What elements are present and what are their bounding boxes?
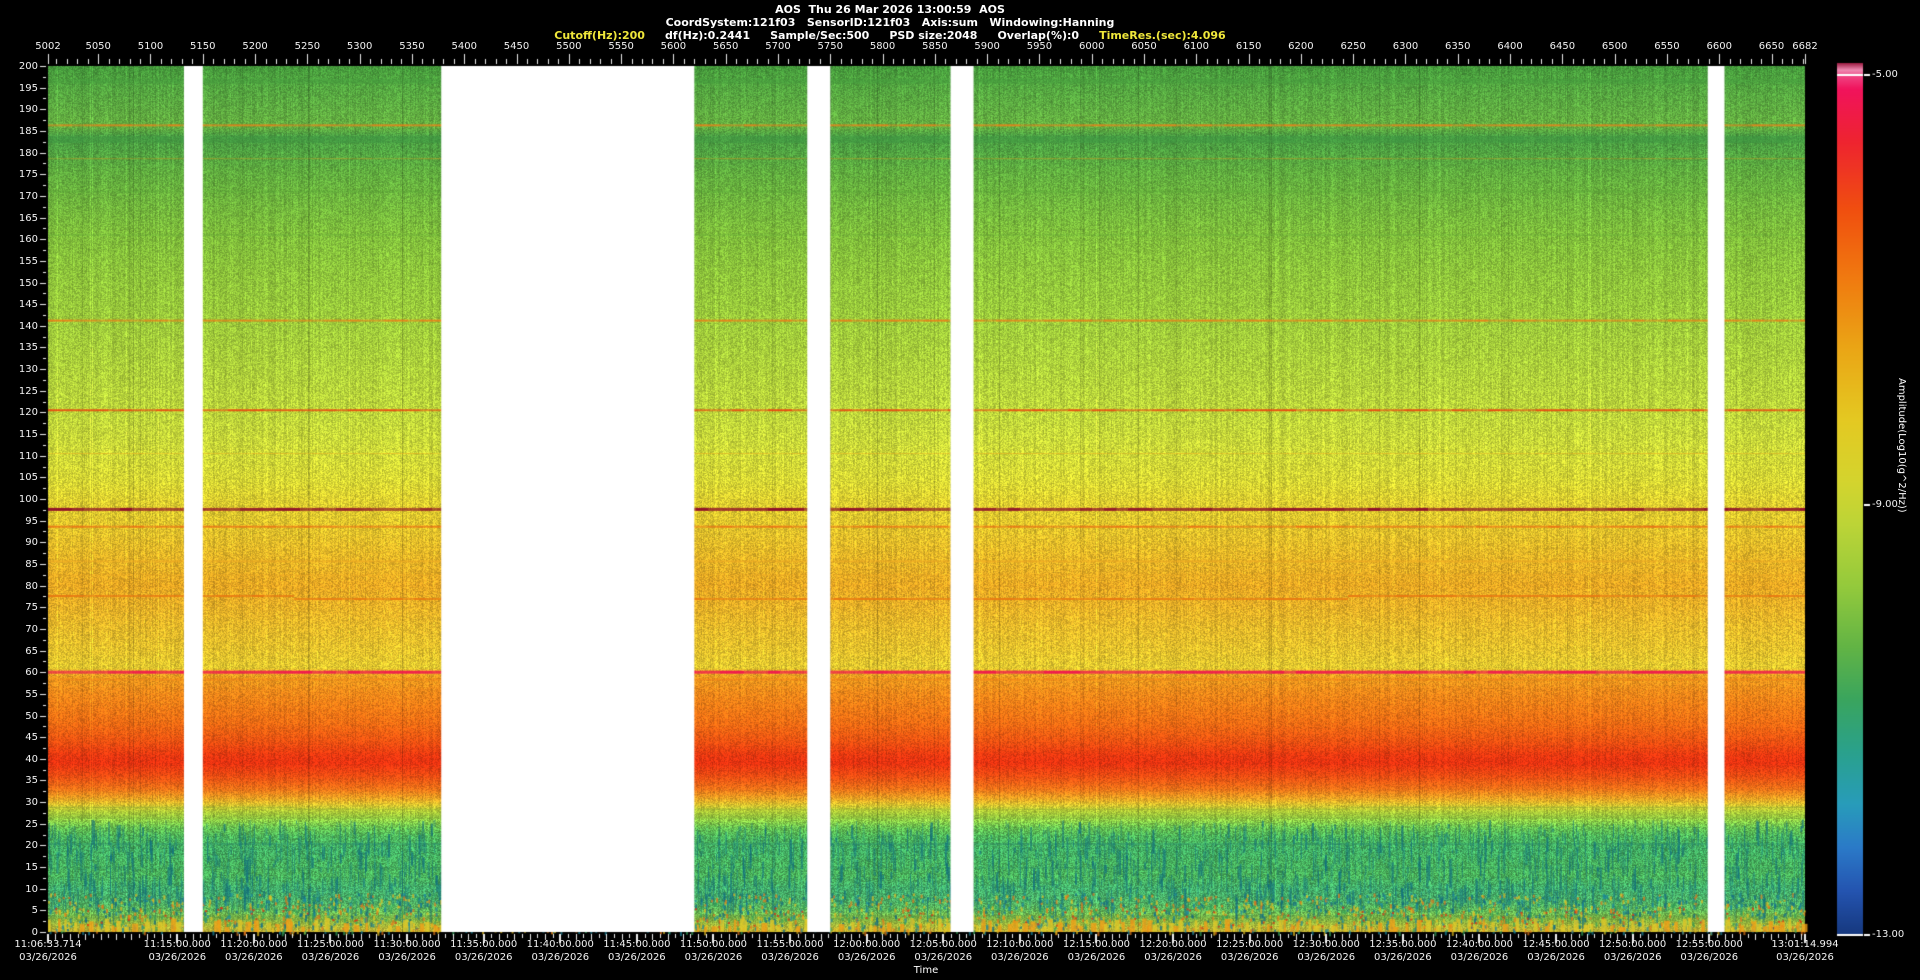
header-param: Overlap(%):0 (997, 29, 1080, 42)
header-param: PSD size:2048 (889, 29, 978, 42)
time-axis-title: Time (913, 965, 939, 976)
colorbar-axis-title: Amplitude(Log10(g^2/Hz)) (1896, 378, 1907, 513)
header-config-line: CoordSystem:121f03 SensorID:121f03 Axis:… (665, 16, 1115, 29)
header-title: AOS Thu 26 Mar 2026 13:00:59 AOS (775, 3, 1005, 16)
header-param: df(Hz):0.2441 (664, 29, 751, 42)
header-param: Cutoff(Hz):200 (554, 29, 645, 42)
header-params-line: Cutoff(Hz):200 df(Hz):0.2441 Sample/Sec:50… (0, 29, 1780, 42)
header-param: Sample/Sec:500 (770, 29, 870, 42)
header-param: TimeRes.(sec):4.096 (1099, 29, 1226, 42)
